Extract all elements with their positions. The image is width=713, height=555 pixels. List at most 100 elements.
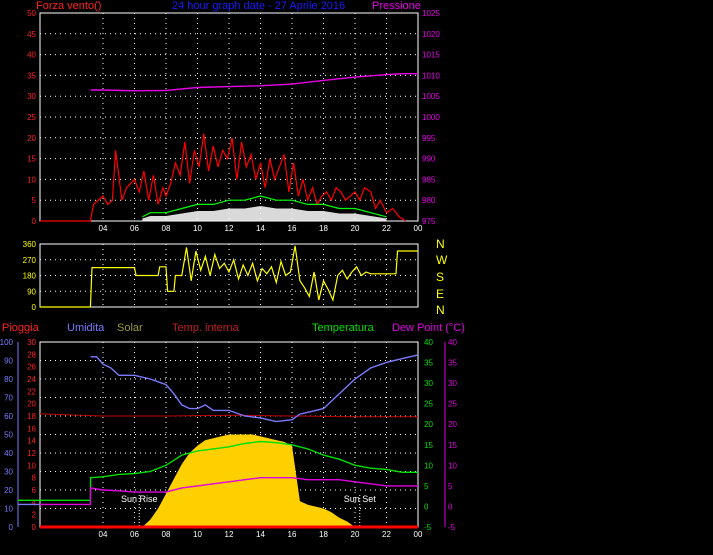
wind-x-tick-label: 22	[382, 224, 391, 233]
graph-title: 24 hour graph date - 27 Aprile 2016	[172, 0, 345, 12]
dewpoint-y-tick-label: 35	[448, 359, 457, 368]
humidity-y-tick-label: 40	[4, 449, 13, 458]
wind-y-tick-label: 10	[27, 175, 36, 184]
temperature-y-tick-label: 25	[424, 400, 433, 409]
temperature-y-tick-label: 35	[424, 359, 433, 368]
wind-calm-area	[142, 206, 387, 221]
dewpoint-line	[40, 477, 418, 506]
rain-y-tick-label: 4	[32, 498, 37, 507]
pressure-line	[90, 73, 418, 92]
rain-axis-title: Pioggia	[2, 322, 40, 334]
temperature-x-tick-label: 00	[414, 530, 423, 539]
compass-label: W	[436, 253, 448, 267]
wind-y-tick-label: 45	[27, 30, 36, 39]
compass-label: N	[436, 237, 445, 251]
rain-y-tick-label: 0	[32, 523, 37, 532]
rain-y-tick-label: 26	[27, 363, 36, 372]
wind-x-tick-label: 06	[130, 224, 139, 233]
wind-x-tick-label: 20	[351, 224, 360, 233]
humidity-y-tick-label: 30	[4, 468, 13, 477]
pressure-y-tick-label: 1015	[422, 51, 440, 60]
pressure-y-tick-label: 1000	[422, 113, 440, 122]
temperature-x-tick-label: 20	[351, 530, 360, 539]
temperature-y-tick-label: 15	[424, 441, 433, 450]
temperature-x-tick-label: 14	[256, 530, 265, 539]
temperature-x-tick-label: 12	[225, 530, 234, 539]
temperature-y-tick-label: 40	[424, 338, 433, 347]
rain-y-tick-label: 24	[27, 375, 36, 384]
humidity-y-tick-label: 0	[9, 523, 14, 532]
humidity-y-tick-label: 20	[4, 486, 13, 495]
rain-y-tick-label: 14	[27, 437, 36, 446]
temperature-x-tick-label: 10	[193, 530, 202, 539]
temperature-x-tick-label: 04	[99, 530, 108, 539]
dewpoint-y-tick-label: 5	[448, 482, 453, 491]
wind-x-tick-label: 12	[225, 224, 234, 233]
wind-x-tick-label: 00	[414, 224, 423, 233]
rain-y-tick-label: 2	[32, 511, 37, 520]
temp-in-line	[39, 413, 418, 418]
pressure-y-tick-label: 995	[422, 134, 436, 143]
compass-label: E	[436, 287, 444, 301]
rain-y-tick-label: 16	[27, 424, 36, 433]
pressure-y-tick-label: 985	[422, 175, 436, 184]
temperature-y-tick-label: 5	[424, 482, 429, 491]
wind-average-line	[142, 195, 387, 218]
temp-in-legend: Temp. interna	[172, 322, 240, 334]
wind-y-tick-label: 30	[27, 92, 36, 101]
pressure-y-tick-label: 1025	[422, 9, 440, 18]
sun-rise-label: Sun Rise	[121, 494, 158, 504]
wind-y-tick-label: 20	[27, 134, 36, 143]
rain-y-tick-label: 12	[27, 449, 36, 458]
direction-y-tick-label: 180	[23, 272, 37, 281]
direction-y-tick-label: 0	[32, 303, 37, 312]
wind-x-tick-label: 14	[256, 224, 265, 233]
wind-axis-title: Forza vento()	[36, 0, 101, 12]
pressure-y-tick-label: 1005	[422, 92, 440, 101]
pressure-axis-title: Pressione	[372, 0, 421, 12]
direction-y-tick-label: 360	[23, 240, 37, 249]
temperature-y-tick-label: 20	[424, 420, 433, 429]
humidity-y-tick-label: 100	[0, 338, 14, 347]
rain-y-tick-label: 6	[32, 486, 37, 495]
pressure-y-tick-label: 980	[422, 196, 436, 205]
wind-x-tick-label: 18	[319, 224, 328, 233]
wind-y-tick-label: 50	[27, 9, 36, 18]
temperature-x-tick-label: 08	[162, 530, 171, 539]
wind-gust-line	[40, 133, 406, 222]
humidity-y-tick-label: 90	[4, 357, 13, 366]
wind-x-tick-label: 16	[288, 224, 297, 233]
rain-y-tick-label: 18	[27, 412, 36, 421]
compass-label: S	[436, 270, 444, 284]
wind-y-tick-label: 0	[32, 217, 37, 226]
pressure-y-tick-label: 975	[422, 217, 436, 226]
wind-y-tick-label: 35	[27, 71, 36, 80]
dewpoint-y-tick-label: 20	[448, 420, 457, 429]
solar-legend: Solar	[117, 322, 143, 334]
wind-direction-line	[40, 245, 418, 308]
sun-set-label: Sun Set	[344, 494, 377, 504]
compass-label: N	[436, 303, 445, 317]
humidity-line	[90, 354, 419, 423]
rain-y-tick-label: 30	[27, 338, 36, 347]
direction-y-tick-label: 90	[27, 287, 36, 296]
dewpoint-y-tick-label: -5	[448, 523, 456, 532]
compass-labels: N W S E N	[436, 237, 448, 317]
wind-x-tick-label: 08	[162, 224, 171, 233]
wind-panel-frame	[39, 12, 419, 222]
temperature-x-tick-label: 22	[382, 530, 391, 539]
dewpoint-y-tick-label: 15	[448, 441, 457, 450]
temperature-y-tick-label: -5	[424, 523, 432, 532]
temperature-x-tick-label: 06	[130, 530, 139, 539]
dewpoint-y-tick-label: 10	[448, 461, 457, 470]
temperature-y-tick-label: 30	[424, 379, 433, 388]
humidity-y-tick-label: 50	[4, 431, 13, 440]
humidity-y-tick-label: 70	[4, 394, 13, 403]
humidity-axis-title: Umidita	[67, 322, 105, 334]
wind-y-tick-label: 25	[27, 113, 36, 122]
rain-y-tick-label: 10	[27, 461, 36, 470]
dewpoint-y-tick-label: 25	[448, 400, 457, 409]
dewpoint-y-tick-label: 40	[448, 338, 457, 347]
pressure-y-tick-label: 1020	[422, 30, 440, 39]
